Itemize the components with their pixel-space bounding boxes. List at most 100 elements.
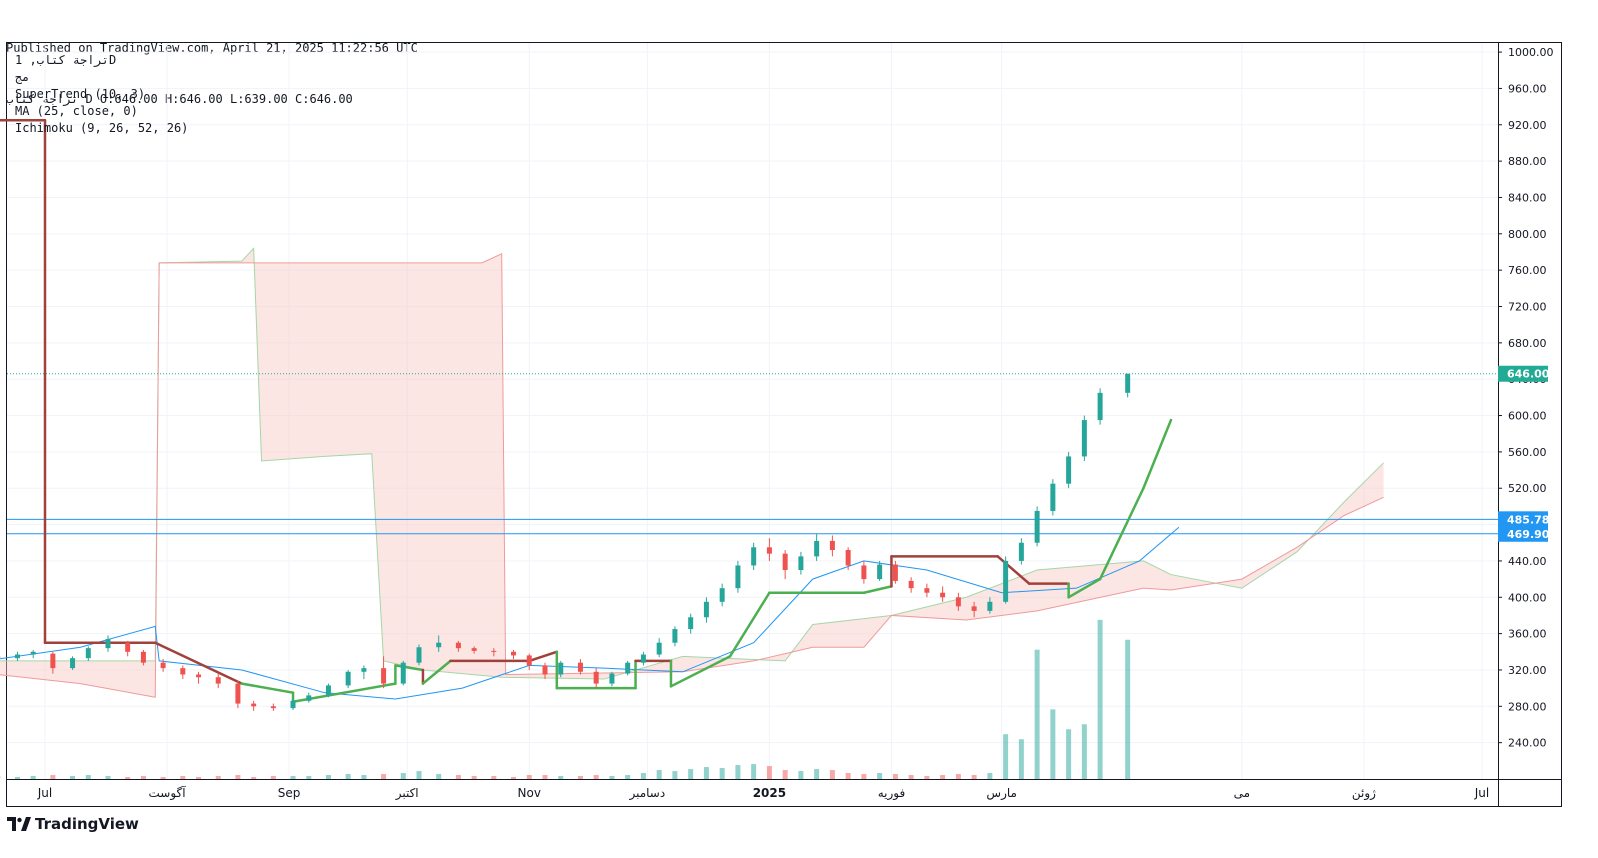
y-tick-label: 320.00: [1508, 664, 1547, 677]
candle-body[interactable]: [30, 651, 36, 655]
supertrend-segment: [1142, 418, 1173, 490]
candle-body[interactable]: [577, 662, 583, 672]
candle-body[interactable]: [1003, 560, 1009, 602]
candle-body[interactable]: [105, 639, 111, 649]
candle-body[interactable]: [215, 677, 221, 684]
candle-body[interactable]: [892, 564, 898, 581]
x-tick-label: فوریه: [878, 786, 906, 801]
volume-bar: [1003, 734, 1009, 779]
candle-body[interactable]: [1125, 373, 1131, 393]
candle-body[interactable]: [688, 617, 694, 630]
candle-body[interactable]: [877, 564, 883, 580]
candle-body[interactable]: [625, 662, 631, 674]
volume-bar: [719, 768, 725, 779]
candle-body[interactable]: [640, 654, 646, 663]
y-tick-label: 960.00: [1508, 82, 1547, 95]
supertrend-segment: [669, 655, 732, 688]
candle-body[interactable]: [14, 654, 20, 659]
candle-body[interactable]: [196, 674, 202, 678]
candle-body[interactable]: [381, 668, 387, 684]
candle-body[interactable]: [235, 683, 241, 704]
tradingview-branding[interactable]: TradingView: [7, 815, 139, 833]
candle-body[interactable]: [325, 685, 331, 696]
volume-bar: [1050, 709, 1056, 779]
supertrend-segment: [862, 585, 893, 594]
candle-body[interactable]: [436, 642, 442, 648]
candle-body[interactable]: [361, 668, 367, 672]
candle-body[interactable]: [861, 565, 867, 580]
legend-symbol[interactable]: تراجة كتاب, 1D: [15, 53, 117, 67]
candle-body[interactable]: [1018, 542, 1024, 561]
candle-body[interactable]: [703, 601, 709, 618]
candle-body[interactable]: [455, 642, 461, 649]
volume-bar: [270, 776, 276, 779]
candle-body[interactable]: [971, 606, 977, 611]
candle-body[interactable]: [511, 651, 517, 656]
candle-body[interactable]: [140, 651, 146, 663]
candle-body[interactable]: [558, 662, 564, 675]
tradingview-brand-text: TradingView: [35, 815, 139, 833]
candle-body[interactable]: [125, 642, 131, 652]
candle-body[interactable]: [50, 653, 56, 669]
y-tick-label: 600.00: [1508, 410, 1547, 423]
legend-supertrend[interactable]: SuperTrend (10, 3): [15, 87, 146, 101]
volume-bar: [85, 775, 91, 779]
candle-body[interactable]: [471, 648, 477, 651]
candle-body[interactable]: [270, 706, 276, 709]
volume-bar: [924, 776, 930, 779]
volume-bar: [251, 777, 257, 779]
volume-bar: [814, 769, 820, 779]
candle-body[interactable]: [160, 662, 166, 669]
volume-bar: [609, 776, 615, 779]
legend-ichimoku[interactable]: Ichimoku (9, 26, 52, 26): [15, 121, 189, 135]
candle-body[interactable]: [180, 668, 186, 675]
volume-bar: [125, 777, 131, 779]
candle-body[interactable]: [987, 601, 993, 611]
candle-body[interactable]: [306, 695, 312, 701]
candle-body[interactable]: [940, 592, 946, 598]
x-tick-label: 2025: [753, 786, 786, 800]
volume-bar: [829, 770, 835, 779]
candle-body[interactable]: [1034, 510, 1040, 543]
candle-body[interactable]: [735, 565, 741, 589]
candle-body[interactable]: [542, 665, 548, 675]
candle-body[interactable]: [719, 588, 725, 602]
volume-bar: [1034, 649, 1040, 779]
indicator-legend: تراجة كتاب, 1D مج SuperTrend (10, 3) MA …: [15, 52, 188, 137]
candle-body[interactable]: [416, 647, 422, 663]
candle-body[interactable]: [766, 547, 772, 554]
candle-body[interactable]: [924, 588, 930, 593]
candle-body[interactable]: [1066, 456, 1072, 484]
candle-body[interactable]: [798, 556, 804, 571]
candle-body[interactable]: [908, 580, 914, 589]
candle-body[interactable]: [1050, 483, 1056, 511]
candle-body[interactable]: [345, 671, 351, 686]
candle-body[interactable]: [526, 655, 532, 666]
candle-body[interactable]: [751, 547, 757, 566]
candle-body[interactable]: [85, 648, 91, 659]
candle-body[interactable]: [829, 540, 835, 551]
volume-bar: [325, 775, 331, 779]
candle-body[interactable]: [955, 597, 961, 607]
candle-body[interactable]: [290, 700, 296, 709]
legend-ma[interactable]: MA (25, close, 0): [15, 104, 138, 118]
candle-body[interactable]: [672, 629, 678, 643]
candle-body[interactable]: [609, 673, 615, 684]
candle-body[interactable]: [845, 550, 851, 566]
candle-body[interactable]: [1081, 420, 1087, 457]
candle-body[interactable]: [656, 642, 662, 655]
candle-body[interactable]: [593, 671, 599, 684]
candle-body[interactable]: [400, 662, 406, 684]
candle-body[interactable]: [251, 703, 257, 707]
last-price-label: 646.00: [1507, 368, 1550, 381]
volume-bar: [1125, 639, 1131, 779]
volume-bar: [215, 776, 221, 779]
candle-body[interactable]: [814, 540, 820, 557]
supertrend-segment: [153, 641, 244, 685]
candle-body[interactable]: [782, 553, 788, 571]
candle-body[interactable]: [1097, 392, 1103, 421]
candle-body[interactable]: [491, 650, 497, 652]
candle-body[interactable]: [70, 658, 76, 669]
moving-average-line: [0, 526, 1180, 700]
